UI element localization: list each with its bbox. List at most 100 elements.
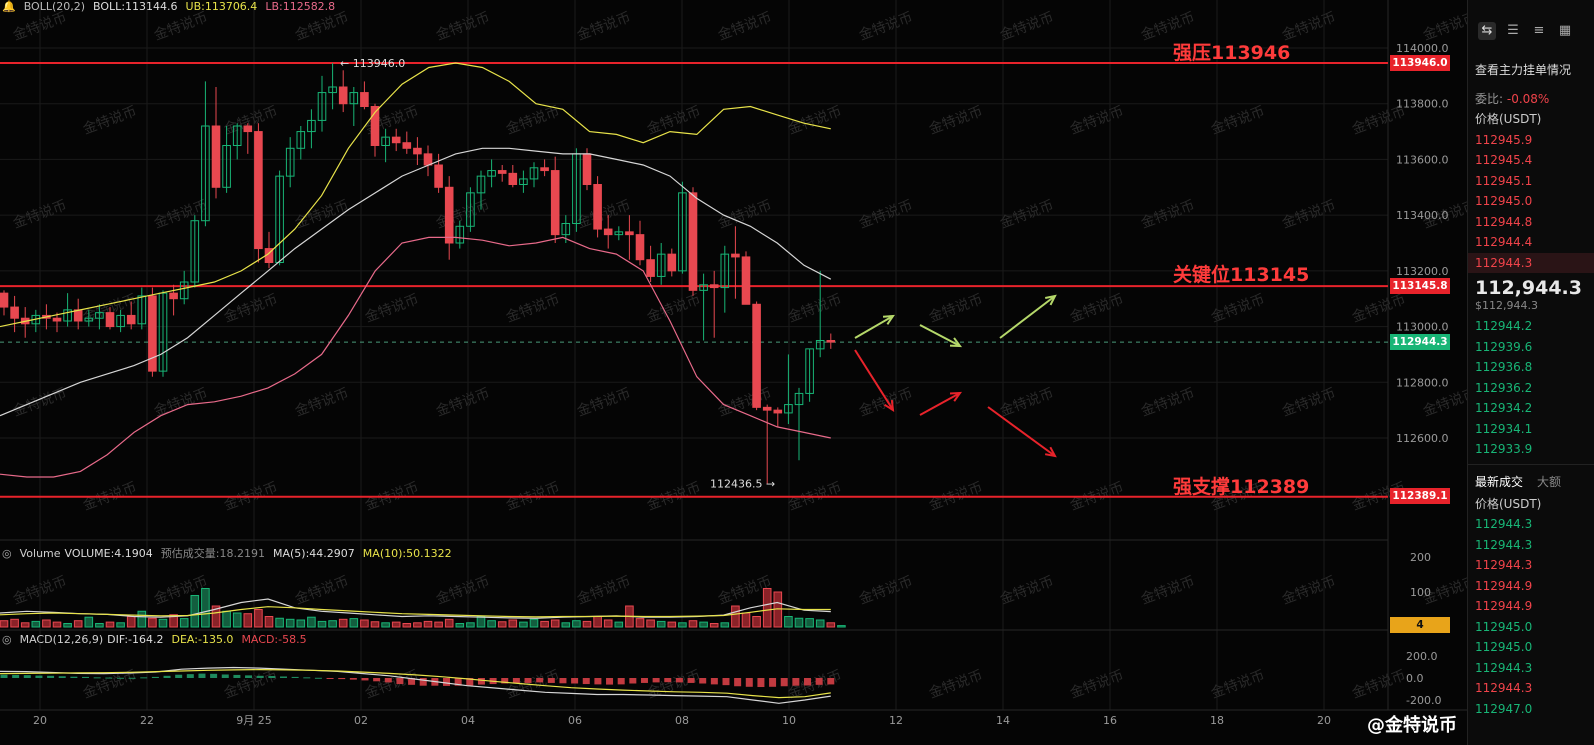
watermark-text: 金特说币 [1350, 668, 1408, 702]
volume-bar [349, 618, 359, 628]
bid-row[interactable]: 112936.2 [1475, 380, 1533, 395]
candle [741, 251, 751, 305]
time-axis-label: 14 [996, 714, 1010, 727]
volume-bar [296, 619, 306, 628]
candle-body [317, 92, 327, 121]
ask-row[interactable]: 112945.0 [1475, 194, 1533, 208]
ask-row[interactable]: 112945.9 [1475, 132, 1533, 147]
candle [413, 137, 422, 165]
candle-body [243, 125, 253, 133]
macd-bar [116, 677, 124, 679]
trades-list: 112944.3 112944.3 112944.3 112944.9 112944.9… [1468, 514, 1594, 719]
macd-axis-label: -200.0 [1406, 694, 1441, 707]
candle [614, 226, 624, 241]
candle [815, 270, 825, 358]
orderbook-title[interactable]: 查看主力挂单情况 [1475, 63, 1572, 77]
tab-latest-trades[interactable]: 最新成交 [1475, 474, 1524, 489]
trade-row[interactable]: 112944.3 [1475, 517, 1533, 531]
volume-bar [360, 619, 369, 628]
candle-body [349, 92, 359, 105]
volume-bar [529, 618, 539, 628]
volume-icon[interactable]: ◎ [2, 547, 12, 560]
volume-bar [95, 623, 104, 628]
macd-label: MACD(12,26,9) [19, 633, 104, 646]
grid-icon[interactable]: ▦ [1558, 23, 1572, 38]
watermark-text: 金特说币 [1139, 386, 1197, 420]
trade-row[interactable]: 112945.0 [1475, 619, 1533, 634]
volume-bar [391, 621, 401, 628]
candle-body [179, 281, 189, 300]
trade-row[interactable]: 112945.0 [1475, 640, 1533, 654]
macd-bar [198, 673, 206, 678]
macd-bar [606, 678, 614, 685]
bell-icon[interactable]: 🔔 [2, 0, 16, 13]
watermark-text: 金特说币 [927, 668, 985, 702]
bid-row[interactable]: 112933.9 [1475, 442, 1533, 456]
candle-body [646, 259, 655, 277]
macd-icon[interactable]: ◎ [2, 633, 12, 646]
arrow-shaft [854, 315, 894, 339]
volume-bar [826, 622, 836, 628]
candle-body [826, 340, 836, 343]
volume-bar [762, 588, 772, 628]
candle [455, 220, 465, 249]
candle-body [201, 125, 210, 222]
chart-area[interactable]: 金特说币 金特说币 金特说币 金特说币 金特说币 金特说币 金特说币 金特说币 金特说币 金特说币… [0, 0, 1467, 745]
watermark-text: 金特说币 [81, 104, 139, 138]
time-axis-label: 02 [354, 714, 368, 727]
candle [773, 407, 783, 427]
volume-bar [603, 619, 613, 628]
bid-row[interactable]: 112936.8 [1475, 360, 1533, 374]
volume-bar [201, 588, 210, 628]
macd-bar [35, 675, 43, 678]
macd-dea: DEA:-135.0 [171, 633, 234, 646]
asks-only-icon[interactable]: ≡ [1533, 23, 1545, 38]
watermark-text: 金特说币 [857, 386, 915, 420]
watermark-text: 金特说币 [222, 292, 280, 326]
candle [307, 109, 316, 149]
volume-bar [593, 616, 602, 628]
candle [635, 220, 645, 266]
trade-row[interactable]: 112944.3 [1475, 681, 1533, 695]
macd-bar [105, 677, 113, 679]
trades-tabs: 最新成交 大额 [1468, 463, 1594, 494]
ask-row[interactable]: 112944.4 [1475, 235, 1533, 249]
candle [656, 243, 666, 285]
macd-bar [629, 678, 637, 684]
bid-row[interactable]: 112939.6 [1475, 339, 1533, 354]
bid-row[interactable]: 112934.1 [1475, 421, 1533, 436]
candle-body [773, 409, 783, 414]
volume-bar [455, 623, 465, 628]
candle [317, 75, 327, 132]
volume-bar [678, 622, 687, 628]
both-sides-icon[interactable]: ⇆ [1478, 22, 1496, 40]
watermark-text: 金特说币 [222, 668, 280, 702]
candlestick-chart[interactable]: 金特说币 金特说币 金特说币 金特说币 金特说币 金特说币 金特说币 金特说币 金特说币 金特说币… [0, 0, 1467, 745]
candle-body [126, 314, 136, 325]
trade-row[interactable]: 112944.9 [1475, 599, 1533, 613]
trade-row[interactable]: 112944.9 [1475, 578, 1533, 593]
trade-row[interactable]: 112947.0 [1475, 701, 1533, 716]
tab-large-trades[interactable]: 大额 [1537, 474, 1562, 489]
bid-row[interactable]: 112934.2 [1475, 401, 1533, 415]
candle-body [731, 253, 740, 258]
candle-body [529, 167, 539, 180]
ask-row[interactable]: 112945.4 [1475, 153, 1533, 167]
trade-row[interactable]: 112944.3 [1475, 537, 1533, 552]
watermark-text: 金特说币 [222, 104, 280, 138]
candle [784, 354, 793, 425]
volume-bar [370, 621, 380, 628]
trade-row[interactable]: 112944.3 [1475, 558, 1533, 572]
trade-row[interactable]: 112944.3 [1475, 660, 1533, 675]
volume-bar [137, 610, 147, 628]
bids-only-icon[interactable]: ☰ [1507, 23, 1519, 38]
volume-bar [731, 605, 740, 628]
volume-bar [487, 620, 496, 628]
candle [126, 301, 136, 330]
ask-row[interactable]: 112944.3 [1468, 252, 1594, 273]
ask-row[interactable]: 112945.1 [1475, 173, 1533, 188]
watermark-text: 金特说币 [575, 574, 633, 608]
support-label: 强支撑112389 [1173, 476, 1310, 498]
ask-row[interactable]: 112944.8 [1475, 214, 1533, 229]
bid-row[interactable]: 112944.2 [1475, 319, 1533, 333]
